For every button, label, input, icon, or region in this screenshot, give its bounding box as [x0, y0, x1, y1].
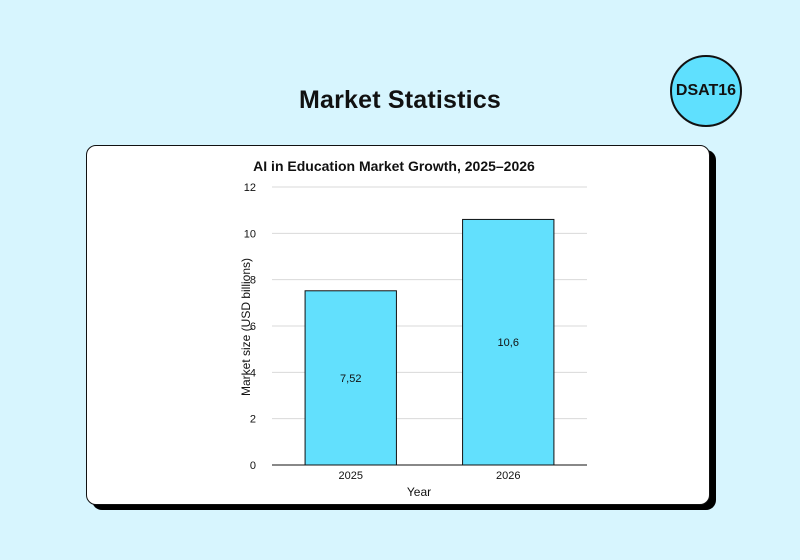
y-tick-label: 8	[250, 275, 256, 287]
data-label: 10,6	[498, 337, 519, 349]
y-tick-label: 12	[244, 182, 256, 194]
y-tick-label: 0	[250, 460, 256, 472]
y-axis-label: Market size (USD billions)	[239, 258, 253, 396]
y-tick-label: 6	[250, 321, 256, 333]
x-tick-label: 2025	[339, 470, 363, 482]
bar	[304, 290, 397, 466]
bar	[462, 218, 555, 466]
y-tick-label: 2	[250, 414, 256, 426]
page-title: Market Statistics	[298, 86, 502, 114]
y-tick-label: 4	[250, 367, 256, 379]
bar-layer	[304, 218, 555, 466]
data-label: 7,52	[340, 373, 361, 385]
y-tick-label: 10	[244, 228, 256, 240]
badge: DSAT16	[670, 55, 742, 127]
label-layer: 0 2 4 6 8 10 12 7,52 2025 10,6 2026	[244, 182, 521, 482]
x-tick-label: 2026	[496, 470, 520, 482]
chart-title: AI in Education Market Growth, 2025–2026	[253, 158, 535, 174]
chart-card: AI in Education Market Growth, 2025–2026…	[86, 145, 710, 505]
x-axis-label: Year	[407, 485, 431, 499]
bar-chart: AI in Education Market Growth, 2025–2026…	[239, 158, 587, 499]
